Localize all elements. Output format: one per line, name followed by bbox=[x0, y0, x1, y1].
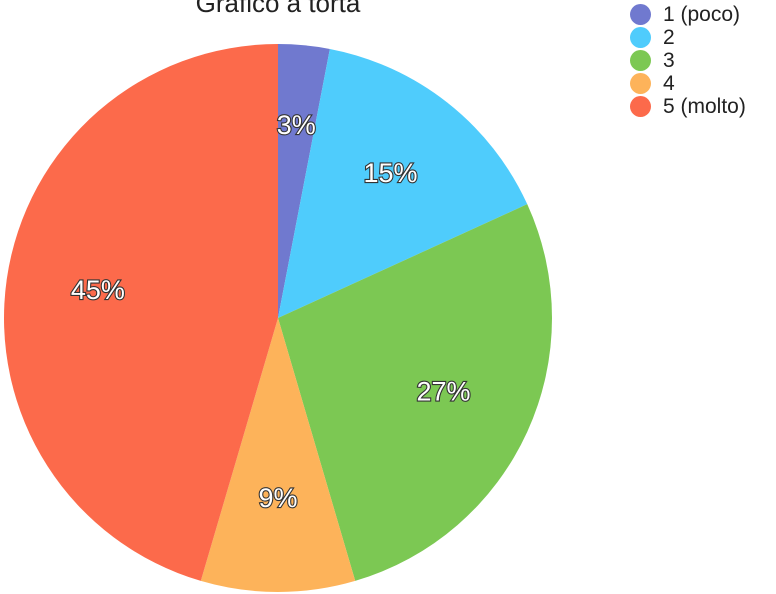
legend-swatch bbox=[630, 4, 651, 25]
slice-value-label: 3% bbox=[277, 110, 316, 140]
legend-item[interactable]: 4 bbox=[630, 72, 746, 95]
legend-label: 3 bbox=[663, 49, 675, 72]
pie-labels: 3% 15% 27% 9% 45% bbox=[70, 109, 472, 514]
slice-value-label: 15% bbox=[363, 158, 417, 188]
legend-swatch bbox=[630, 50, 651, 71]
pie-slice[interactable] bbox=[278, 204, 553, 581]
legend-item[interactable]: 2 bbox=[630, 26, 746, 49]
legend-swatch bbox=[630, 96, 651, 117]
pie-slices bbox=[4, 44, 553, 592]
chart-title: Grafico a torta bbox=[195, 0, 361, 18]
slice-value-label: 27% bbox=[417, 377, 471, 407]
legend-item[interactable]: 3 bbox=[630, 49, 746, 72]
legend: 1 (poco) 2 3 4 5 (molto) bbox=[630, 3, 746, 118]
legend-item[interactable]: 1 (poco) bbox=[630, 3, 746, 26]
legend-label: 1 (poco) bbox=[663, 3, 741, 26]
slice-value-label: 45% bbox=[71, 275, 125, 305]
legend-swatch bbox=[630, 27, 651, 48]
legend-item[interactable]: 5 (molto) bbox=[630, 95, 746, 118]
pie-slice[interactable] bbox=[200, 318, 356, 592]
legend-swatch bbox=[630, 73, 651, 94]
legend-label: 2 bbox=[663, 26, 675, 49]
pie-slice[interactable] bbox=[4, 44, 279, 581]
pie-slice[interactable] bbox=[278, 48, 528, 318]
slice-value-label: 9% bbox=[258, 483, 297, 513]
legend-label: 5 (molto) bbox=[663, 95, 746, 118]
legend-label: 4 bbox=[663, 72, 675, 95]
pie-slice[interactable] bbox=[278, 44, 330, 318]
